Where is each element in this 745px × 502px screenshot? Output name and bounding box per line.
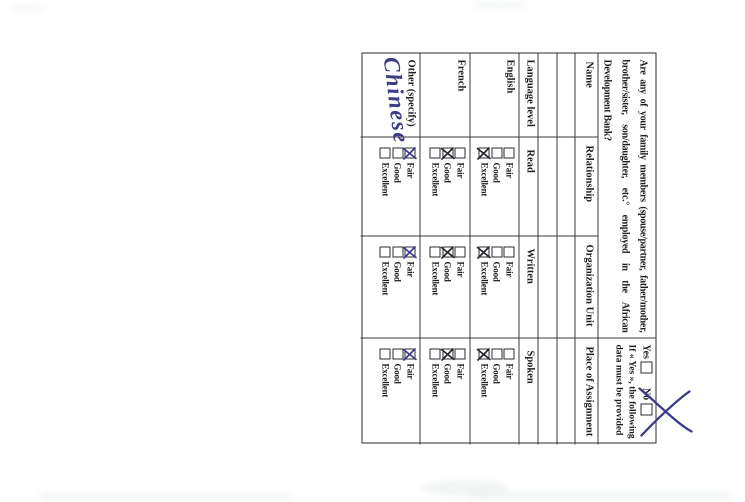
empty-cell: [537, 236, 556, 338]
checkbox[interactable]: [402, 146, 417, 160]
scan-smudge: [10, 4, 44, 13]
checkbox[interactable]: [440, 245, 455, 259]
french-spoken-cell: Fair Good Excellent: [419, 338, 469, 444]
checkbox[interactable]: [476, 146, 491, 160]
checkbox[interactable]: [379, 348, 391, 359]
checkbox[interactable]: [503, 246, 515, 257]
checkbox[interactable]: [440, 347, 455, 361]
checkbox-option[interactable]: Fair: [503, 147, 515, 235]
if-yes-note: If « Yes », the following data must be p…: [613, 344, 636, 439]
checkbox[interactable]: [402, 347, 417, 361]
scan-smudge: [470, 0, 530, 10]
header-place-of-assignment: Place of Assignment: [574, 338, 597, 444]
header-spoken: Spoken: [518, 338, 537, 444]
checkbox-option[interactable]: Excellent: [476, 146, 491, 235]
header-name: Name: [574, 53, 597, 137]
language-label-french: French: [419, 53, 469, 137]
x-mark-icon: [440, 347, 455, 361]
checkbox-option[interactable]: Fair: [503, 246, 515, 337]
checkbox[interactable]: [392, 147, 403, 158]
empty-cell: [556, 236, 574, 338]
language-label-english: English: [469, 53, 518, 137]
checkbox[interactable]: [503, 147, 515, 158]
checkbox[interactable]: [476, 347, 491, 361]
checkbox[interactable]: [392, 246, 403, 257]
checkbox[interactable]: [440, 146, 455, 160]
other-read-cell: Fair Good Excellent: [360, 137, 419, 236]
checkbox-option[interactable]: Good: [440, 146, 455, 235]
checkbox[interactable]: [429, 348, 441, 359]
header-organization-unit: Organization Unit: [574, 236, 597, 338]
french-written-cell: Fair Good Excellent: [419, 236, 469, 338]
x-mark-icon: [476, 146, 491, 160]
checkbox-option[interactable]: Fair: [402, 347, 417, 444]
checkbox-option[interactable]: Good: [440, 245, 455, 337]
checkbox[interactable]: [379, 147, 391, 158]
checkbox[interactable]: [379, 246, 391, 257]
question-cell: Are any of your family members (spouse/p…: [597, 53, 655, 338]
other-written-cell: Fair Good Excellent: [360, 236, 419, 338]
handwritten-x-mark: [637, 386, 693, 437]
checkbox[interactable]: [429, 147, 441, 158]
yes-label: Yes: [640, 344, 652, 359]
yes-no-cell: Yes No If « Yes », the following data mu…: [597, 338, 693, 444]
x-mark-icon: [402, 146, 417, 160]
x-mark-icon: [476, 245, 491, 259]
question-text: Are any of your family members (spouse/p…: [601, 59, 648, 332]
checkbox-option[interactable]: Fair: [503, 348, 515, 444]
header-relationship: Relationship: [574, 137, 597, 236]
english-spoken-cell: Fair Good Excellent: [469, 338, 518, 444]
english-written-cell: Fair Good Excellent: [469, 236, 518, 338]
checkbox-option[interactable]: Excellent: [379, 246, 391, 337]
language-label-other: Other (specify) Chinese: [360, 53, 419, 145]
checkbox-option[interactable]: Fair: [402, 146, 417, 235]
checkbox[interactable]: [476, 245, 491, 259]
x-mark-icon: [402, 347, 417, 361]
english-read-cell: Fair Good Excellent: [469, 137, 518, 236]
checkbox[interactable]: [402, 245, 417, 259]
checkbox-option[interactable]: Excellent: [476, 347, 491, 444]
checkbox-option[interactable]: Excellent: [379, 348, 391, 444]
checkbox[interactable]: [392, 348, 403, 359]
checkbox[interactable]: [429, 246, 441, 257]
empty-cell: [556, 338, 574, 444]
empty-cell: [537, 137, 556, 236]
x-mark-icon: [440, 245, 455, 259]
header-read: Read: [518, 137, 537, 236]
other-spoken-cell: Fair Good Excellent: [360, 338, 419, 444]
empty-cell: [537, 53, 556, 137]
yes-checkbox[interactable]: [640, 361, 652, 374]
header-written: Written: [518, 236, 537, 338]
checkbox-option[interactable]: Excellent: [476, 245, 491, 337]
checkbox-option[interactable]: Good: [440, 347, 455, 444]
checkbox-option[interactable]: Excellent: [379, 147, 391, 235]
empty-cell: [556, 137, 574, 236]
checkbox[interactable]: [503, 348, 515, 359]
questionnaire-table: Are any of your family members (spouse/p…: [360, 52, 693, 444]
scan-smudge: [470, 492, 730, 500]
empty-cell: [537, 338, 556, 444]
checkbox-option[interactable]: Fair: [402, 245, 417, 337]
x-mark-icon: [440, 146, 455, 160]
empty-cell: [556, 53, 574, 137]
french-read-cell: Fair Good Excellent: [419, 137, 469, 236]
scan-smudge: [420, 480, 510, 496]
header-language-level: Language level: [518, 53, 537, 137]
x-mark-icon: [476, 347, 491, 361]
x-mark-icon: [402, 245, 417, 259]
scan-smudge: [40, 493, 290, 500]
